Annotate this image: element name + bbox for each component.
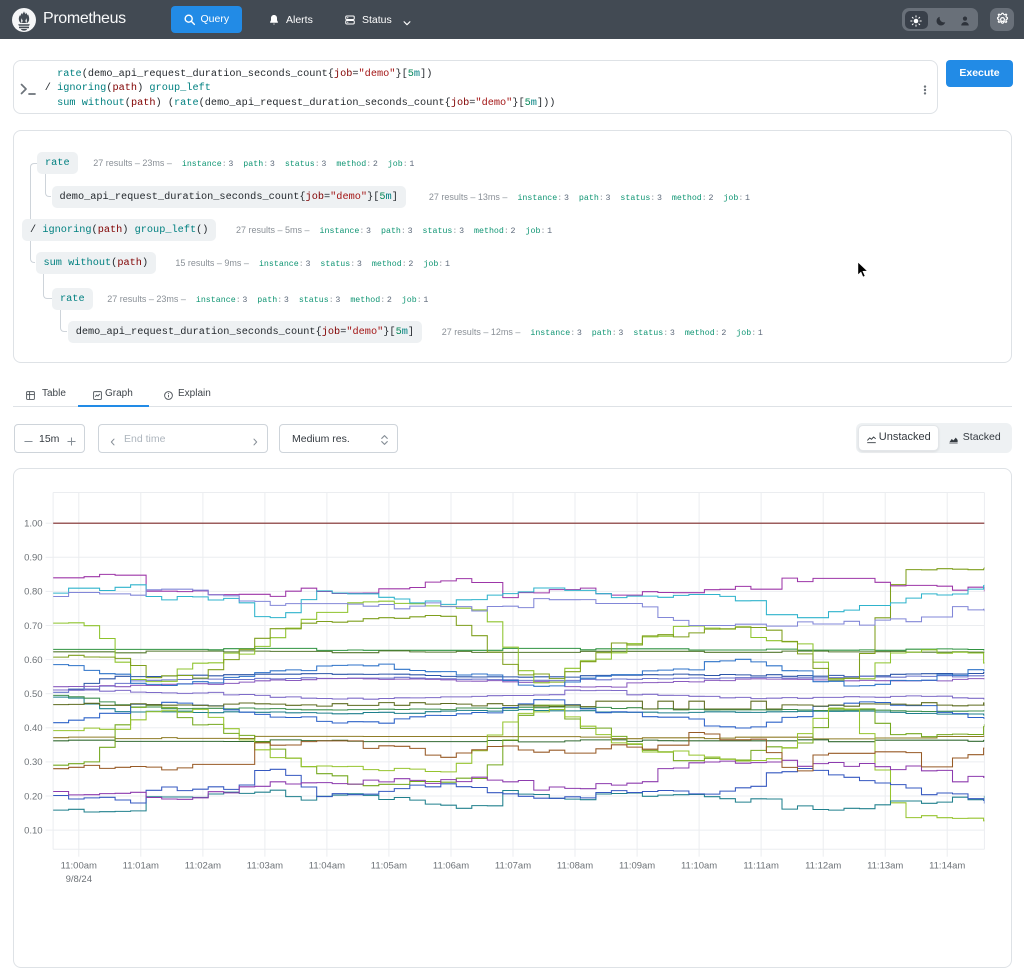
svg-text:11:00am: 11:00am xyxy=(61,861,97,872)
svg-text:11:02am: 11:02am xyxy=(185,861,221,872)
svg-text:0.70: 0.70 xyxy=(24,621,43,632)
svg-text:11:08am: 11:08am xyxy=(557,861,593,872)
svg-text:11:03am: 11:03am xyxy=(247,861,283,872)
svg-text:0.30: 0.30 xyxy=(24,757,43,768)
svg-text:11:10am: 11:10am xyxy=(681,861,717,872)
svg-text:11:13am: 11:13am xyxy=(867,861,903,872)
svg-text:11:05am: 11:05am xyxy=(371,861,407,872)
svg-text:0.40: 0.40 xyxy=(24,723,43,734)
svg-text:11:11am: 11:11am xyxy=(743,861,779,872)
svg-text:11:04am: 11:04am xyxy=(309,861,345,872)
svg-text:0.50: 0.50 xyxy=(24,689,43,700)
svg-text:0.20: 0.20 xyxy=(24,791,43,802)
svg-text:9/8/24: 9/8/24 xyxy=(66,874,92,885)
svg-text:0.90: 0.90 xyxy=(24,553,43,564)
svg-text:11:12am: 11:12am xyxy=(805,861,841,872)
svg-text:0.10: 0.10 xyxy=(24,825,43,836)
svg-text:11:14am: 11:14am xyxy=(929,861,965,872)
svg-text:0.80: 0.80 xyxy=(24,587,43,598)
svg-text:0.60: 0.60 xyxy=(24,655,43,666)
svg-text:11:07am: 11:07am xyxy=(495,861,531,872)
svg-text:11:06am: 11:06am xyxy=(433,861,469,872)
svg-text:11:01am: 11:01am xyxy=(123,861,159,872)
svg-text:1.00: 1.00 xyxy=(24,519,43,530)
svg-text:11:09am: 11:09am xyxy=(619,861,655,872)
